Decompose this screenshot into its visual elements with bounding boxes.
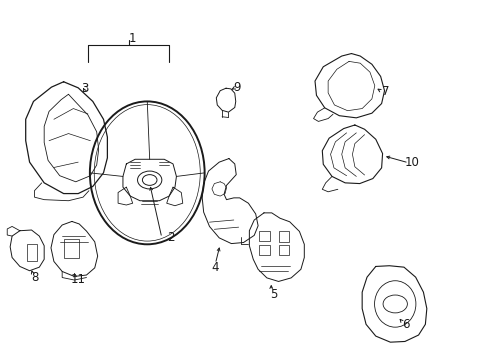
Text: 11: 11 <box>71 273 85 286</box>
Text: 6: 6 <box>401 318 409 331</box>
Bar <box>278 245 288 255</box>
Text: 5: 5 <box>269 288 277 301</box>
Bar <box>259 245 269 255</box>
Bar <box>278 231 288 242</box>
Bar <box>259 231 269 242</box>
Bar <box>63 239 79 258</box>
Bar <box>27 244 37 261</box>
Text: 10: 10 <box>404 156 419 169</box>
Text: 7: 7 <box>381 85 388 98</box>
Text: 1: 1 <box>129 32 136 45</box>
Text: 3: 3 <box>81 82 88 95</box>
Text: 9: 9 <box>233 81 241 94</box>
Text: 4: 4 <box>211 261 219 274</box>
Text: 2: 2 <box>166 231 174 244</box>
Text: 8: 8 <box>31 271 38 284</box>
